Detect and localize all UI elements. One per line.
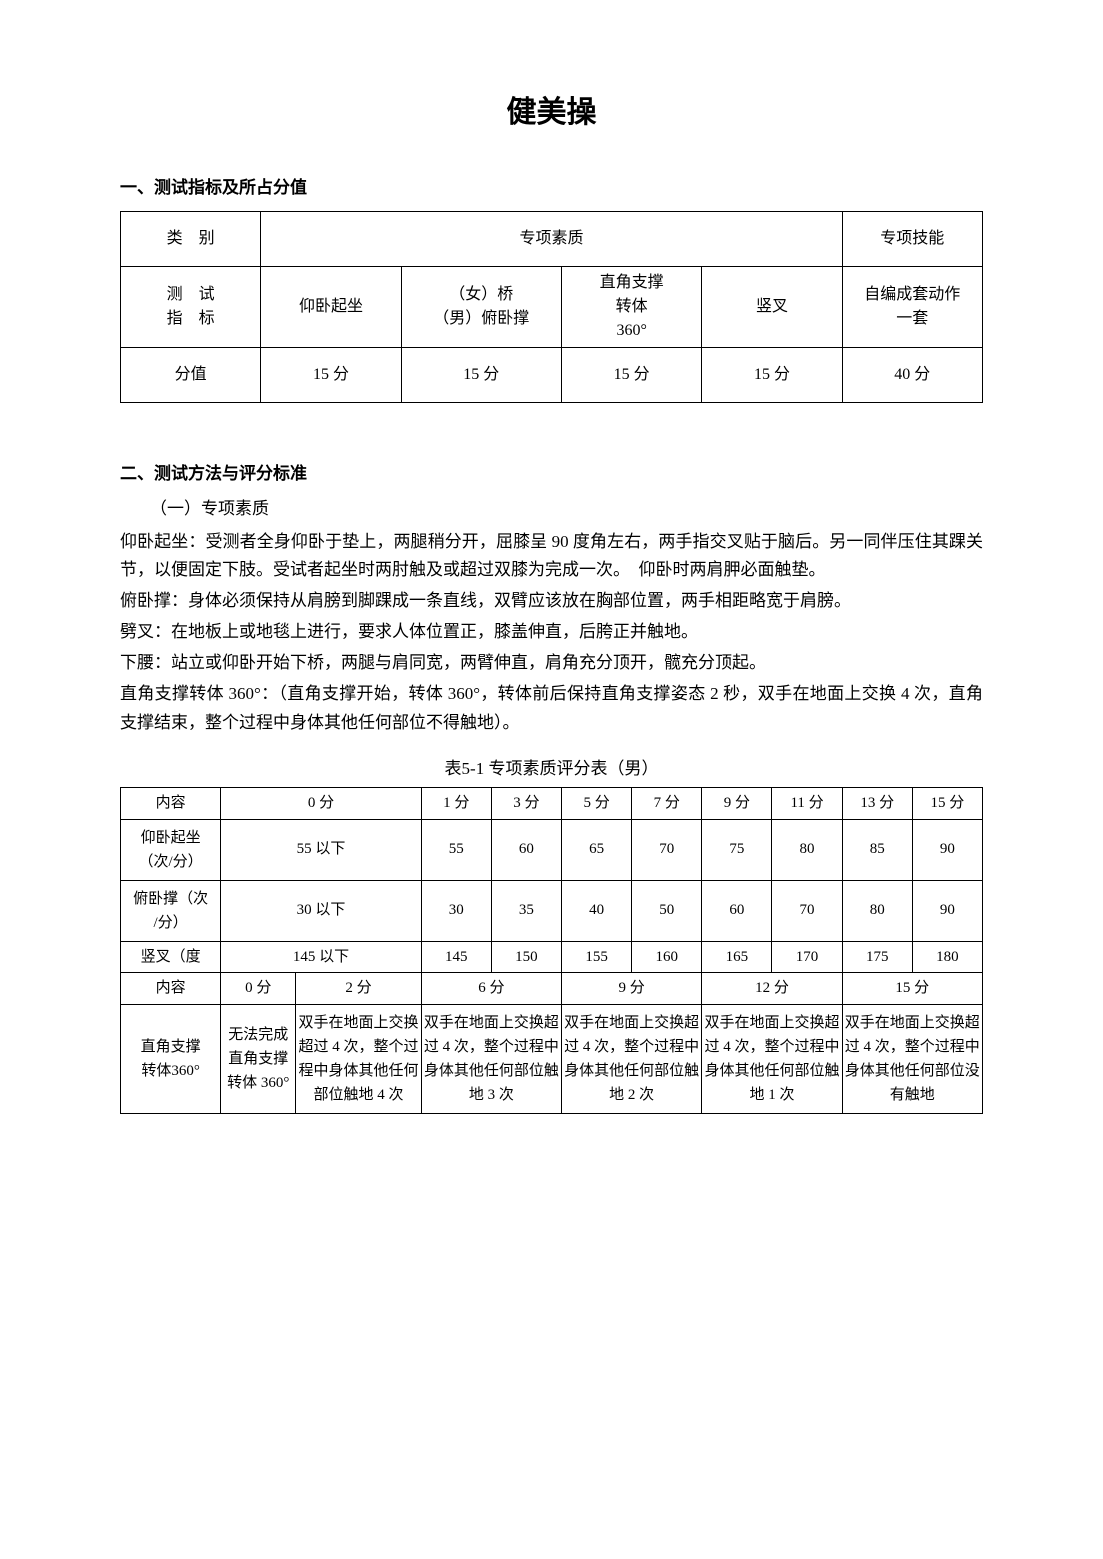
cell: 仰卧起坐 <box>261 266 401 347</box>
cell: 11 分 <box>772 788 842 820</box>
section2-sub1: （一）专项素质 <box>150 496 983 522</box>
cell: 双手在地面上交换超过 4 次，整个过程中身体其他任何部位没有触地 <box>842 1004 982 1113</box>
cell: 15 分 <box>401 347 561 402</box>
table2-caption: 表5-1 专项素质评分表（男） <box>120 756 983 782</box>
cell: 专项技能 <box>842 211 982 266</box>
cell: 55 <box>421 819 491 880</box>
cell: 双手在地面上交换超过 4 次，整个过程中身体其他任何部位触地 2 次 <box>562 1004 702 1113</box>
cell: 6 分 <box>421 973 561 1005</box>
cell: 5 分 <box>562 788 632 820</box>
cell: 85 <box>842 819 912 880</box>
cell: 40 <box>562 880 632 941</box>
cell: 30 以下 <box>221 880 421 941</box>
cell: 175 <box>842 941 912 973</box>
line: （次/分） <box>123 850 218 874</box>
line: 测 试 <box>123 283 258 307</box>
section1-heading: 一、测试指标及所占分值 <box>120 175 983 201</box>
line: 转体360° <box>123 1059 218 1083</box>
score-weight-table: 类 别 专项素质 专项技能 测 试 指 标 仰卧起坐 （女）桥 （男）俯卧撑 直… <box>120 211 983 403</box>
section2-heading: 二、测试方法与评分标准 <box>120 461 983 487</box>
cell: 竖叉（度 <box>121 941 221 973</box>
cell: 70 <box>772 880 842 941</box>
cell: 15 分 <box>842 973 982 1005</box>
cell: 30 <box>421 880 491 941</box>
cell: 双手在地面上交换超过 4 次，整个过程中身体其他任何部位触地 3 次 <box>421 1004 561 1113</box>
page-title: 健美操 <box>120 90 983 135</box>
cell: 直角支撑 转体360° <box>121 1004 221 1113</box>
cell: 90 <box>912 819 982 880</box>
cell: 1 分 <box>421 788 491 820</box>
cell: 60 <box>491 819 561 880</box>
cell: 双手在地面上交换超过 4 次，整个过程中身体其他任何部位触地 4 次 <box>296 1004 421 1113</box>
para-bridge: 下腰：站立或仰卧开始下桥，两腿与肩同宽，两臂伸直，肩角充分顶开，髋充分顶起。 <box>120 649 983 678</box>
cell: 15 分 <box>261 347 401 402</box>
line: （男）俯卧撑 <box>404 307 559 331</box>
cell: 80 <box>842 880 912 941</box>
line: 一套 <box>845 307 980 331</box>
line: /分） <box>123 911 218 935</box>
cell: 无法完成直角支撑转体 360° <box>221 1004 296 1113</box>
cell: 9 分 <box>702 788 772 820</box>
line: 俯卧撑（次 <box>123 887 218 911</box>
line: 指 标 <box>123 307 258 331</box>
para-split: 劈叉：在地板上或地毯上进行，要求人体位置正，膝盖伸直，后胯正并触地。 <box>120 618 983 647</box>
quality-score-table-male: 内容 0 分 1 分 3 分 5 分 7 分 9 分 11 分 13 分 15 … <box>120 787 983 1114</box>
cell: 155 <box>562 941 632 973</box>
cell: 150 <box>491 941 561 973</box>
line: 360° <box>564 319 699 343</box>
cell: 俯卧撑（次 /分） <box>121 880 221 941</box>
cell: 13 分 <box>842 788 912 820</box>
cell: 分值 <box>121 347 261 402</box>
cell: 15 分 <box>912 788 982 820</box>
cell: 15 分 <box>561 347 701 402</box>
cell: 7 分 <box>632 788 702 820</box>
cell: （女）桥 （男）俯卧撑 <box>401 266 561 347</box>
cell: 90 <box>912 880 982 941</box>
cell: 70 <box>632 819 702 880</box>
cell: 60 <box>702 880 772 941</box>
para-situp: 仰卧起坐：受测者全身仰卧于垫上，两腿稍分开，屈膝呈 90 度角左右，两手指交叉贴… <box>120 528 983 586</box>
para-pushup: 俯卧撑：身体必须保持从肩膀到脚踝成一条直线，双臂应该放在胸部位置，两手相距略宽于… <box>120 587 983 616</box>
cell: 专项素质 <box>261 211 842 266</box>
cell: 内容 <box>121 973 221 1005</box>
cell: 80 <box>772 819 842 880</box>
cell: 2 分 <box>296 973 421 1005</box>
cell: 75 <box>702 819 772 880</box>
line: （女）桥 <box>404 283 559 307</box>
cell: 40 分 <box>842 347 982 402</box>
line: 直角支撑 <box>123 1035 218 1059</box>
cell: 145 以下 <box>221 941 421 973</box>
cell: 内容 <box>121 788 221 820</box>
para-lsit: 直角支撑转体 360°：（直角支撑开始，转体 360°，转体前后保持直角支撑姿态… <box>120 680 983 738</box>
cell: 9 分 <box>562 973 702 1005</box>
cell: 180 <box>912 941 982 973</box>
cell: 170 <box>772 941 842 973</box>
line: 自编成套动作 <box>845 283 980 307</box>
cell: 自编成套动作 一套 <box>842 266 982 347</box>
cell: 12 分 <box>702 973 842 1005</box>
cell: 55 以下 <box>221 819 421 880</box>
cell: 145 <box>421 941 491 973</box>
cell: 测 试 指 标 <box>121 266 261 347</box>
cell: 160 <box>632 941 702 973</box>
line: 转体 <box>564 295 699 319</box>
cell: 竖叉 <box>702 266 842 347</box>
cell: 0 分 <box>221 973 296 1005</box>
line: 直角支撑 <box>564 271 699 295</box>
cell: 3 分 <box>491 788 561 820</box>
cell: 双手在地面上交换超过 4 次，整个过程中身体其他任何部位触地 1 次 <box>702 1004 842 1113</box>
cell: 15 分 <box>702 347 842 402</box>
line: 仰卧起坐 <box>123 826 218 850</box>
cell: 直角支撑 转体 360° <box>561 266 701 347</box>
cell: 仰卧起坐 （次/分） <box>121 819 221 880</box>
cell: 65 <box>562 819 632 880</box>
cell: 35 <box>491 880 561 941</box>
cell: 0 分 <box>221 788 421 820</box>
cell: 50 <box>632 880 702 941</box>
cell: 类 别 <box>121 211 261 266</box>
cell: 165 <box>702 941 772 973</box>
